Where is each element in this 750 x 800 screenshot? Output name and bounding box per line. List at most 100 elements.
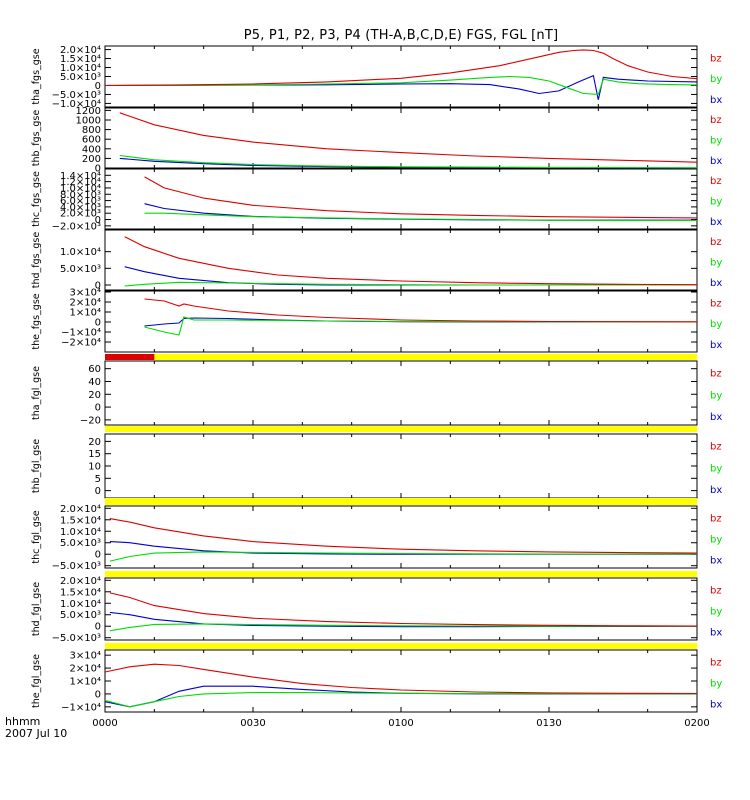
- series-line-by: [119, 154, 698, 169]
- legend-by: by: [710, 136, 722, 147]
- series-line-by: [109, 623, 697, 632]
- time-format-label: hhmm: [5, 715, 41, 728]
- y-tick-label: 0: [95, 281, 101, 292]
- legend-by: by: [710, 197, 722, 208]
- status-bar-yellow: [105, 426, 697, 432]
- legend-bx: bx: [710, 556, 722, 567]
- legend-bz: bz: [710, 115, 722, 126]
- y-tick-label: 2.0×10³: [60, 209, 101, 220]
- y-tick-label: 1×10⁴: [70, 308, 101, 319]
- status-bar-yellow: [105, 643, 697, 649]
- y-tick-label: 0: [95, 215, 101, 226]
- y-tick-label: 0: [95, 403, 101, 414]
- y-tick-label: 40: [88, 377, 101, 388]
- y-axis-label: the_fgl_gse: [31, 654, 42, 708]
- legend-by: by: [710, 607, 722, 618]
- series-line-bz: [124, 236, 698, 286]
- y-tick-label: 20: [88, 390, 101, 401]
- status-bar-red: [105, 354, 155, 360]
- y-tick-label: 1200: [76, 106, 101, 117]
- y-tick-label: 8.0×10³: [60, 190, 101, 201]
- x-tick-label: 0000: [92, 718, 117, 729]
- legend-bz: bz: [710, 176, 722, 187]
- y-tick-label: 0: [95, 622, 101, 633]
- series-line-bx: [104, 685, 697, 708]
- y-tick-label: 15: [88, 449, 101, 460]
- y-tick-label: 1.5×10⁴: [60, 515, 101, 526]
- y-tick-label: 2.0×10⁴: [60, 576, 101, 587]
- x-tick-label: 0130: [536, 718, 561, 729]
- legend-by: by: [710, 258, 722, 269]
- y-tick-label: 2×10⁴: [70, 298, 101, 309]
- panel-frame: [104, 577, 698, 641]
- y-axis-label: thd_fgl_gse: [31, 582, 42, 636]
- y-tick-label: 5: [95, 474, 101, 485]
- status-bar-yellow: [105, 354, 697, 360]
- y-tick-label: −5.0×10³: [52, 633, 101, 644]
- y-tick-label: −5.0×10³: [52, 561, 101, 572]
- legend-by: by: [710, 463, 722, 474]
- y-tick-label: −5.0×10³: [52, 90, 101, 101]
- y-tick-label: −1.0×10⁴: [52, 99, 101, 110]
- y-tick-label: 10: [88, 462, 101, 473]
- series-line-bz: [144, 298, 698, 323]
- y-tick-label: 60: [88, 364, 101, 375]
- series-line-bz: [119, 112, 698, 163]
- y-tick-label: 600: [82, 135, 101, 146]
- y-axis-label: thc_fgl_gse: [31, 510, 42, 563]
- series-line-bx: [109, 611, 698, 628]
- x-tick-label: 0100: [388, 718, 413, 729]
- y-tick-label: 3×10⁴: [70, 651, 101, 662]
- legend-bx: bx: [710, 700, 722, 711]
- y-axis-label: tha_fgl_gse: [31, 366, 42, 420]
- legend-bx: bx: [710, 628, 722, 639]
- y-tick-label: 1.0×10⁴: [60, 183, 101, 194]
- series-line-by: [124, 281, 697, 287]
- y-axis-label: thc_fgs_gse: [31, 171, 42, 227]
- y-tick-label: 1.4×10⁴: [60, 171, 101, 182]
- y-tick-label: 4.0×10³: [60, 202, 101, 213]
- y-tick-label: 3×10⁴: [70, 288, 101, 299]
- legend-by: by: [710, 535, 722, 546]
- y-tick-label: 5.0×10³: [60, 538, 101, 549]
- y-tick-label: 1000: [76, 116, 101, 127]
- y-axis-label: tha_fgs_gse: [31, 48, 42, 104]
- legend-bz: bz: [710, 298, 722, 309]
- chart-title: P5, P1, P2, P3, P4 (TH-A,B,C,D,E) FGS, F…: [243, 28, 559, 43]
- date-label: 2007 Jul 10: [5, 727, 68, 740]
- y-tick-label: 5.0×10³: [60, 72, 101, 83]
- series-line-bx: [104, 74, 698, 100]
- status-bar-yellow: [105, 571, 697, 577]
- legend-by: by: [710, 390, 722, 401]
- series-line-by: [144, 316, 697, 336]
- legend-bz: bz: [710, 442, 722, 453]
- series-line-by: [144, 212, 697, 222]
- y-tick-label: 2.0×10⁴: [60, 504, 101, 515]
- series-line-bz: [109, 518, 698, 554]
- legend-bz: bz: [710, 513, 722, 524]
- y-tick-label: 5.0×10³: [60, 610, 101, 621]
- series-line-by: [109, 551, 697, 562]
- status-bar-yellow: [105, 498, 697, 505]
- y-tick-label: 6.0×10³: [60, 196, 101, 207]
- legend-bz: bz: [710, 53, 722, 64]
- y-tick-label: 400: [82, 144, 101, 155]
- panel-frame: [104, 505, 698, 569]
- y-tick-label: 0: [95, 164, 101, 175]
- time-axis-label: hhmm 2007 Jul 10: [5, 716, 67, 740]
- legend-bx: bx: [710, 95, 722, 106]
- y-tick-label: 800: [82, 125, 101, 136]
- y-axis-label: the_fgs_gse: [31, 293, 42, 349]
- y-tick-label: 1.5×10⁴: [60, 587, 101, 598]
- series-line-bz: [104, 49, 698, 87]
- legend-bx: bx: [710, 340, 722, 351]
- legend-by: by: [710, 319, 722, 330]
- y-tick-label: −20: [80, 415, 101, 426]
- y-tick-label: 0: [95, 486, 101, 497]
- y-axis-label: thb_fgs_gse: [31, 110, 42, 167]
- legend-bx: bx: [710, 485, 722, 496]
- legend-bz: bz: [710, 237, 722, 248]
- y-tick-label: 1.0×10⁴: [60, 247, 101, 258]
- y-axis-label: thd_fgs_gse: [31, 232, 42, 289]
